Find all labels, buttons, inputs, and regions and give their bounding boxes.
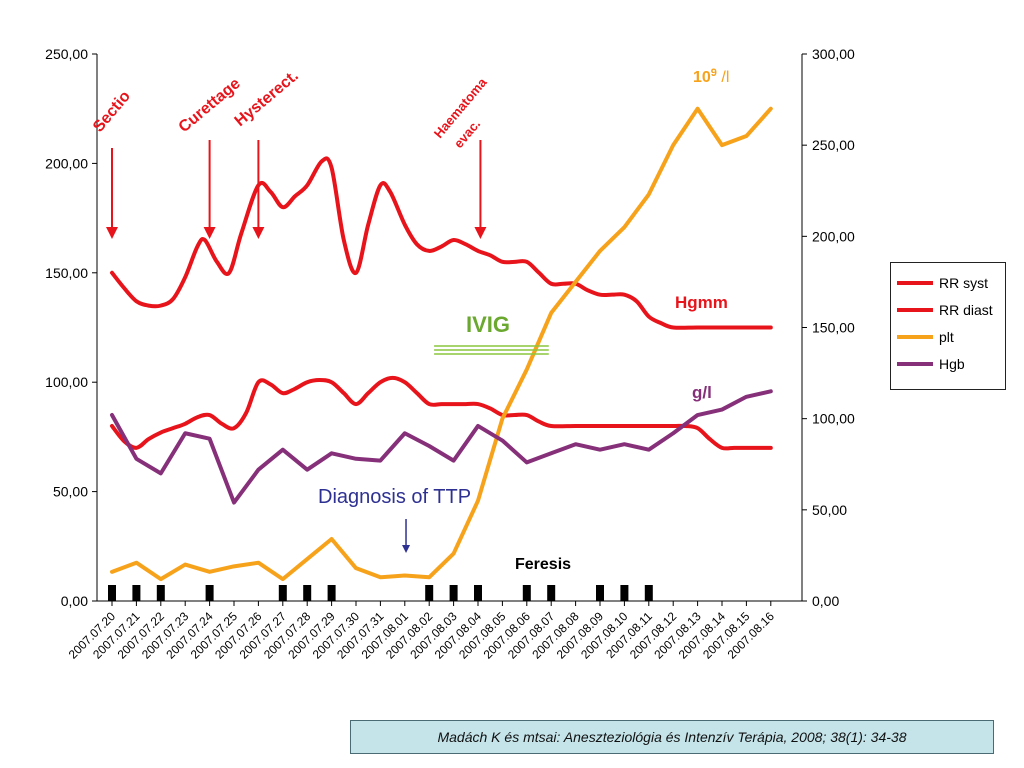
legend-item-plt: plt <box>897 323 999 350</box>
legend-label: Hgb <box>939 355 965 372</box>
legend-label: RR syst <box>939 274 988 291</box>
right-y-tick-label: 0,00 <box>812 593 839 609</box>
diagnosis-arrow-head <box>402 545 411 553</box>
left-y-tick-label: 200,00 <box>45 155 88 171</box>
ivig-label: IVIG <box>466 312 510 337</box>
left-y-tick-label: 50,00 <box>53 484 88 500</box>
plt-unit-label: 109 /l <box>693 67 729 86</box>
series-line-hgb <box>110 389 773 505</box>
feresis-bar <box>449 585 458 601</box>
legend-item-rr-diast: RR diast <box>897 296 999 323</box>
legend-swatch <box>897 280 933 285</box>
event-arrow-head <box>474 226 487 239</box>
left-y-tick-label: 250,00 <box>45 46 88 62</box>
diagnosis-label: Diagnosis of TTP <box>318 486 471 508</box>
feresis-bar <box>327 585 336 601</box>
legend-swatch <box>897 334 933 339</box>
right-y-tick-label: 100,00 <box>812 411 855 427</box>
feresis-bar <box>644 585 653 601</box>
series-line-plt <box>110 106 773 582</box>
chart-legend: RR syst RR diast plt Hgb <box>890 262 1006 390</box>
event-label: Curettage <box>176 75 244 136</box>
right-y-tick-label: 200,00 <box>812 228 855 244</box>
right-y-tick-label: 50,00 <box>812 502 847 518</box>
feresis-bar <box>522 585 531 601</box>
right-y-tick-label: 300,00 <box>812 46 855 62</box>
legend-label: plt <box>939 328 954 345</box>
hgmm-label: Hgmm <box>675 293 728 312</box>
feresis-bar <box>596 585 604 601</box>
feresis-bar <box>620 585 629 601</box>
series-line-rr-syst <box>110 156 773 330</box>
feresis-bar <box>108 585 116 601</box>
left-y-tick-label: 150,00 <box>45 265 88 281</box>
citation-text: Madách K és mtsai: Aneszteziológia és In… <box>437 729 907 745</box>
feresis-label: Feresis <box>515 556 571 573</box>
right-y-tick-label: 150,00 <box>812 320 855 336</box>
event-arrow-head <box>203 226 216 239</box>
feresis-bar <box>474 585 482 601</box>
legend-swatch <box>897 307 933 312</box>
feresis-bar <box>205 585 214 601</box>
legend-swatch <box>897 361 933 366</box>
series-line-rr-diast <box>110 375 773 451</box>
legend-label: RR diast <box>939 301 993 318</box>
feresis-bar <box>156 585 165 601</box>
left-y-tick-label: 0,00 <box>61 593 88 609</box>
event-label: Hysterect. <box>232 67 302 130</box>
feresis-bar <box>547 585 556 601</box>
feresis-bar <box>425 585 434 601</box>
citation-box: Madách K és mtsai: Aneszteziológia és In… <box>350 720 994 754</box>
event-arrow-head <box>252 226 265 239</box>
feresis-bar <box>132 585 141 601</box>
feresis-bar <box>278 585 287 601</box>
feresis-bar <box>303 585 312 601</box>
legend-item-rr-syst: RR syst <box>897 269 999 296</box>
right-y-tick-label: 250,00 <box>812 137 855 153</box>
event-arrow-head <box>106 226 118 239</box>
legend-item-hgb: Hgb <box>897 350 999 377</box>
gl-label: g/l <box>692 383 712 402</box>
left-y-tick-label: 100,00 <box>45 374 88 390</box>
